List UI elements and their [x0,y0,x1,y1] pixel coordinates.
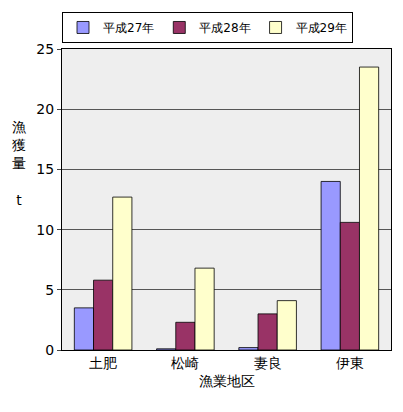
svg-text:伊東: 伊東 [336,355,364,371]
svg-text:土肥: 土肥 [89,355,117,371]
svg-text:平成28年: 平成28年 [199,21,250,35]
svg-text:漁獲量t: 漁獲量t [12,119,26,208]
svg-text:5: 5 [45,282,54,298]
svg-text:20: 20 [36,101,54,117]
svg-text:漁業地区: 漁業地区 [199,373,255,389]
svg-text:平成29年: 平成29年 [296,21,347,35]
svg-text:25: 25 [36,41,54,57]
svg-text:10: 10 [36,222,54,238]
svg-text:平成27年: 平成27年 [103,21,154,35]
svg-text:松崎: 松崎 [171,355,199,371]
svg-text:0: 0 [45,342,54,358]
svg-text:妻良: 妻良 [254,355,282,371]
svg-text:15: 15 [36,161,54,177]
